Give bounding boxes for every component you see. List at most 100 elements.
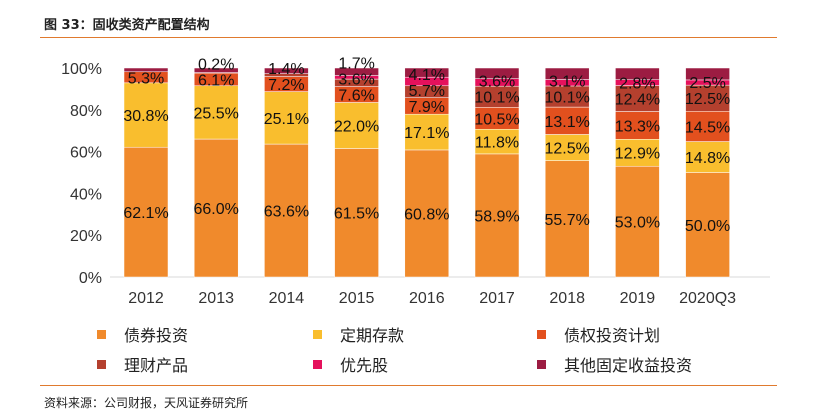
figure-title: 图 33：固收类资产配置结构: [44, 18, 210, 33]
legend-swatch: [97, 329, 106, 339]
data-label: 7.6%: [338, 88, 374, 105]
data-label: 3.6%: [479, 74, 515, 91]
x-tick-label: 2012: [128, 290, 164, 307]
x-tick-label: 2013: [198, 290, 234, 307]
data-label: 55.7%: [545, 212, 590, 229]
legend-item: 优先股: [313, 352, 388, 376]
legend-label: 债权投资计划: [564, 326, 661, 345]
bar-segment: [685, 84, 730, 112]
x-tick-label: 2014: [269, 290, 305, 307]
y-tick-label: 80%: [70, 103, 102, 120]
bar-segment: [123, 67, 169, 73]
data-label: 6.1%: [198, 72, 234, 89]
bar-segment: [615, 67, 660, 80]
data-label: 3.6%: [338, 72, 374, 89]
data-label: 1.4%: [268, 61, 304, 78]
data-label: 14.5%: [685, 119, 730, 136]
data-label: 7.2%: [268, 77, 304, 94]
bar-segment: [193, 138, 239, 278]
data-label: 53.0%: [615, 215, 660, 232]
bar-segment: [615, 139, 660, 167]
data-label: 10.1%: [545, 90, 590, 107]
legend-item: 债权投资计划: [537, 322, 660, 346]
legend-label: 债券投资: [124, 326, 189, 345]
bar-segment: [685, 141, 730, 173]
source-note: 资料来源：公司财报，天风证券研究所: [44, 396, 249, 410]
legend-swatch: [97, 359, 106, 369]
data-label: 60.8%: [404, 206, 449, 223]
bar-segment: [474, 67, 520, 79]
x-tick-label: 2016: [409, 290, 445, 307]
data-label: 12.5%: [685, 91, 730, 108]
data-label: 1.7%: [338, 56, 374, 73]
y-tick-label: 40%: [70, 186, 102, 203]
data-label: 12.9%: [615, 146, 660, 163]
data-label: 12.4%: [615, 92, 660, 109]
bar-segment: [685, 111, 730, 142]
bar-segment: [474, 128, 520, 155]
bar-segment: [264, 67, 309, 74]
bar-segment: [334, 148, 379, 278]
source-divider: [40, 385, 777, 386]
data-label: 0.2%: [198, 56, 234, 73]
legend-label: 理财产品: [124, 356, 189, 375]
stacked-bar-chart: 0% 20% 40% 60% 80% 100% 2012 2013 2014 2015 2016 20…: [61, 56, 770, 307]
bar-segment: [404, 67, 450, 78]
legend-label: 其他固定收益投资: [564, 356, 693, 375]
data-label: 17.1%: [404, 125, 449, 142]
bar-segment: [123, 146, 169, 278]
bar-segment: [474, 153, 520, 278]
data-label: 11.8%: [475, 135, 519, 152]
bar-segment: [334, 102, 379, 149]
y-tick-label: 0%: [79, 270, 102, 287]
legend-swatch: [313, 329, 322, 339]
y-tick-label: 60%: [70, 145, 102, 162]
data-label: 2.5%: [689, 75, 725, 92]
title-divider: [40, 37, 777, 38]
legend-label: 定期存款: [340, 326, 405, 345]
data-label: 10.5%: [474, 111, 519, 128]
legend-swatch: [537, 359, 546, 369]
legend-label: 优先股: [340, 356, 389, 375]
data-label: 10.1%: [474, 90, 519, 107]
bar-segment: [193, 85, 239, 140]
bar-segment: [544, 160, 590, 278]
x-tick-label: 2020Q3: [679, 290, 736, 307]
bar-segment: [193, 67, 239, 73]
legend-item: 定期存款: [313, 322, 404, 346]
data-label: 13.3%: [615, 118, 660, 135]
data-label: 66.0%: [194, 201, 239, 218]
data-label: 61.5%: [334, 206, 379, 223]
data-label: 58.9%: [474, 208, 519, 225]
data-label: 2.8%: [619, 76, 655, 93]
data-label: 25.1%: [264, 111, 309, 128]
x-tick-label: 2018: [549, 290, 585, 307]
data-label: 5.3%: [128, 70, 164, 87]
x-tick-label: 2019: [620, 290, 656, 307]
data-label: 4.1%: [409, 67, 445, 84]
data-label: 13.1%: [545, 114, 590, 131]
data-label: 14.8%: [685, 150, 730, 167]
x-tick-label: 2015: [339, 290, 375, 307]
bar-segment: [264, 143, 309, 278]
data-label: 5.7%: [409, 83, 445, 100]
data-label: 62.1%: [123, 205, 168, 222]
data-label: 22.0%: [334, 118, 379, 135]
data-label: 63.6%: [264, 204, 309, 221]
bar-segment: [544, 67, 590, 80]
bar-segment: [685, 172, 730, 278]
legend-swatch: [313, 359, 322, 369]
bar-segment: [404, 113, 450, 151]
data-label: 30.8%: [123, 108, 168, 125]
bar-segment: [264, 91, 309, 145]
legend-item: 其他固定收益投资: [537, 352, 692, 376]
data-label: 25.5%: [194, 105, 239, 122]
data-label: 50.0%: [685, 218, 730, 235]
x-tick-label: 2017: [479, 290, 515, 307]
data-label: 12.5%: [545, 141, 590, 158]
y-tick-label: 100%: [61, 61, 102, 78]
y-tick-label: 20%: [70, 228, 102, 245]
legend-item: 理财产品: [97, 352, 188, 376]
legend-item: 债券投资: [97, 322, 188, 346]
